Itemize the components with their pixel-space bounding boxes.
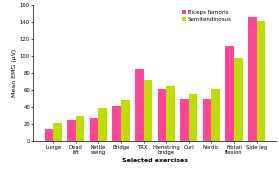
Bar <box>112 106 121 141</box>
Bar <box>211 89 220 141</box>
Bar <box>90 118 98 141</box>
Bar <box>158 89 166 141</box>
Bar <box>166 86 175 141</box>
Y-axis label: Mean EMG (µV): Mean EMG (µV) <box>12 49 17 97</box>
Bar <box>135 69 143 141</box>
Legend: Biceps femoris, Semitendinosus: Biceps femoris, Semitendinosus <box>182 10 232 22</box>
Bar <box>257 21 265 141</box>
Bar <box>180 99 189 141</box>
Bar <box>203 99 211 141</box>
Bar <box>67 120 76 141</box>
Bar <box>76 116 84 141</box>
Bar <box>225 46 234 141</box>
X-axis label: Selected exercises: Selected exercises <box>122 158 188 163</box>
Bar <box>53 123 62 141</box>
Bar <box>234 58 242 141</box>
Bar <box>98 108 107 141</box>
Bar <box>45 129 53 141</box>
Bar <box>121 100 129 141</box>
Bar <box>248 17 257 141</box>
Bar <box>143 80 152 141</box>
Bar <box>189 94 197 141</box>
